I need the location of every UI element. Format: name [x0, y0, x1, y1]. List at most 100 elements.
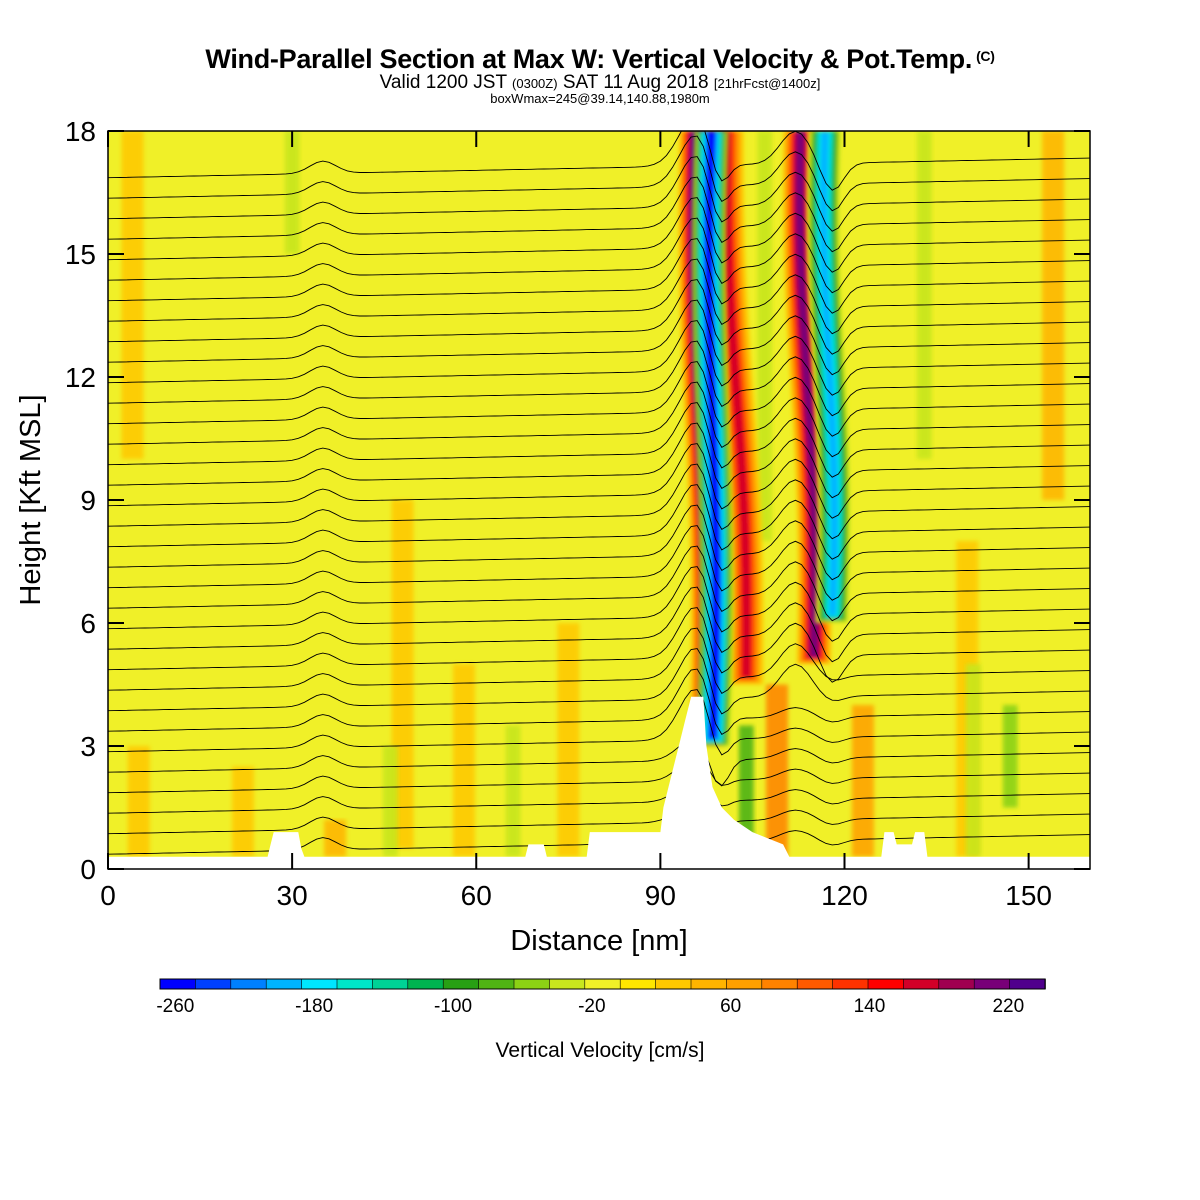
colorbar-swatch — [973, 978, 1011, 990]
valid-utc: (0300Z) — [512, 76, 558, 91]
colorbar-tick-label: 140 — [854, 996, 886, 1017]
colorbar-swatch — [796, 978, 834, 990]
isentrope-line — [108, 627, 1090, 695]
isentrope-line — [108, 402, 1090, 478]
colorbar-swatch — [549, 978, 586, 990]
colorbar-swatch — [336, 978, 374, 990]
axis-ticks — [107, 130, 1090, 870]
colorbar-swatch — [372, 978, 409, 990]
colorbar-swatch — [690, 978, 728, 990]
colorbar-swatch — [584, 978, 621, 990]
lee-downdraft-primary-level — [705, 131, 720, 739]
y-axis-label: Height [Kft MSL] — [15, 394, 47, 605]
colorbar-swatch — [832, 978, 869, 990]
colorbar-swatch — [442, 978, 480, 990]
isentrope-line — [108, 156, 1090, 232]
isentrope-line — [108, 463, 1090, 540]
colorbar-swatch — [513, 978, 551, 990]
isentrope-line — [108, 586, 1090, 663]
isentrope-line — [108, 320, 1090, 396]
plot-background — [108, 131, 1090, 869]
y-tick-label: 6 — [80, 608, 96, 639]
isentrope-line — [108, 525, 1090, 601]
field-streak — [966, 664, 981, 857]
y-tick-label: 0 — [80, 854, 96, 885]
isentrope-line — [108, 340, 1090, 417]
y-tick-label: 3 — [80, 731, 96, 762]
forecast-info: [21hrFcst@1400z] — [713, 76, 821, 91]
colorbar-swatch — [265, 978, 303, 990]
isentrope-line — [108, 566, 1090, 642]
field-streak — [505, 725, 521, 857]
isentrope-line — [108, 361, 1090, 437]
field-streak — [382, 746, 398, 857]
y-tick-labels: 0 3 6 9 12 15 18 — [65, 116, 96, 885]
isentrope-line — [108, 737, 1090, 787]
field-streak — [757, 131, 773, 541]
isentrope-line — [108, 668, 1090, 736]
field-streak — [738, 725, 754, 857]
terrain-mask — [108, 696, 1090, 869]
colorbar-swatch — [903, 978, 940, 990]
isentrope-line — [108, 798, 1090, 835]
colorbar-swatch — [619, 978, 657, 990]
title-main: Wind-Parallel Section at Max W: Vertical… — [205, 44, 973, 74]
field-streak — [324, 819, 347, 857]
colorbar-swatch — [195, 978, 232, 990]
colorbar-tick-label: -260 — [156, 996, 194, 1017]
colorbar-swatch — [407, 978, 444, 990]
isentrope-line — [108, 545, 1090, 622]
colorbar-swatch — [726, 978, 763, 990]
colorbar-tick-label: 60 — [720, 996, 741, 1017]
x-axis-label: Distance [nm] — [510, 925, 687, 957]
y-tick-label: 9 — [80, 485, 96, 516]
colorbar-swatch — [938, 978, 975, 990]
colorbar-swatch — [655, 978, 692, 990]
isentrope-line — [108, 777, 1090, 814]
isentrope-line — [108, 607, 1090, 683]
isentrope-line — [108, 484, 1090, 560]
field-streak — [557, 623, 580, 857]
chart-title: Wind-Parallel Section at Max W: Vertical… — [0, 44, 1200, 75]
colorbar-swatch — [867, 978, 905, 990]
colorbar-tick-label: -100 — [434, 996, 472, 1017]
colorbar: -260 -180 -100 -20 60 140 220 — [156, 978, 1046, 1017]
x-tick-label: 0 — [100, 880, 116, 911]
x-tick-label: 90 — [645, 880, 676, 911]
x-tick-label: 120 — [821, 880, 868, 911]
colorbar-swatch — [1009, 978, 1046, 990]
field-streak — [851, 705, 874, 857]
isentrope-line — [108, 381, 1090, 458]
colorbar-swatch — [761, 978, 798, 990]
field-streak — [1002, 705, 1018, 808]
isentrope-line — [108, 757, 1090, 794]
box-info: boxWmax=245@39.14,140.88,1980m — [490, 91, 710, 106]
colorbar-swatch — [301, 978, 338, 990]
isentrope-line — [108, 504, 1090, 581]
isentrope-line — [108, 217, 1090, 294]
y-tick-label: 18 — [65, 116, 96, 147]
colorbar-swatch — [230, 978, 268, 990]
lee-updraft-secondary-level — [723, 131, 751, 678]
isentrope-line — [108, 299, 1090, 376]
field-streak — [452, 664, 476, 857]
field-streak — [231, 766, 255, 857]
x-tick-label: 150 — [1005, 880, 1052, 911]
isentrope-line — [108, 176, 1090, 253]
field-streak — [127, 746, 150, 857]
field-streak — [284, 131, 300, 254]
colorbar-tick-label: -20 — [578, 996, 605, 1017]
colorbar-tick-label: 220 — [992, 996, 1024, 1017]
valid-prefix: Valid 1200 JST — [379, 72, 507, 93]
colorbar-label: Vertical Velocity [cm/s] — [496, 1039, 705, 1062]
field-streak — [121, 131, 144, 459]
y-tick-label: 15 — [65, 239, 96, 270]
y-tick-label: 12 — [65, 362, 96, 393]
colorbar-tick-label: -180 — [295, 996, 333, 1017]
velocity-field — [121, 131, 1065, 857]
colorbar-frame — [159, 978, 1046, 990]
x-tick-label: 30 — [277, 880, 308, 911]
isentrope-line — [108, 135, 1090, 212]
isentrope-contours — [108, 131, 1090, 855]
